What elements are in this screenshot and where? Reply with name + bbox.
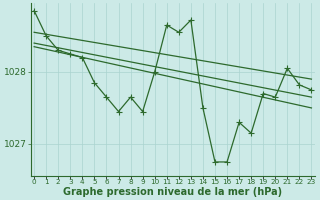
X-axis label: Graphe pression niveau de la mer (hPa): Graphe pression niveau de la mer (hPa) [63, 187, 282, 197]
